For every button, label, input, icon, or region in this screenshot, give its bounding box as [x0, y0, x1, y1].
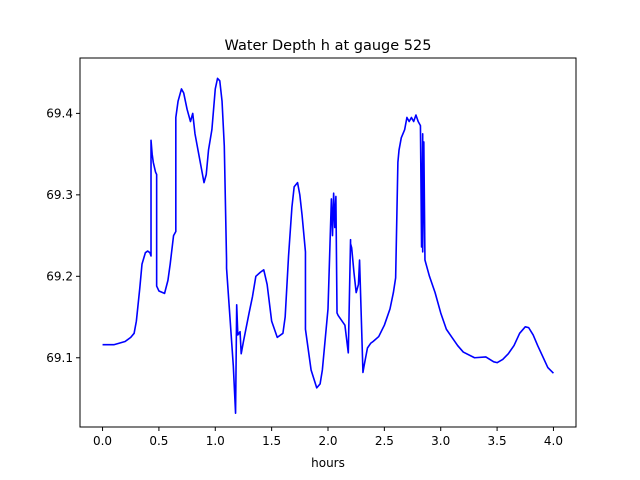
x-tick-label: 0.5 — [149, 434, 168, 448]
plot-area — [102, 77, 555, 414]
y-tick-label: 69.3 — [46, 188, 73, 202]
chart-title: Water Depth h at gauge 525 — [225, 38, 432, 54]
x-tick-label: 2.5 — [375, 434, 394, 448]
x-tick-label: 4.0 — [544, 434, 563, 448]
x-axis: 0.0 0.5 1.0 1.5 2.0 2.5 3.0 3.5 4.0 — [93, 427, 563, 448]
x-tick-label: 3.5 — [488, 434, 507, 448]
x-tick-label: 1.0 — [206, 434, 225, 448]
y-tick-label: 69.4 — [46, 106, 73, 120]
y-axis: 69.1 69.2 69.3 69.4 — [46, 106, 80, 365]
x-axis-label: hours — [311, 456, 345, 470]
series-line-h — [102, 77, 555, 414]
y-tick-label: 69.2 — [46, 269, 73, 283]
x-tick-label: 1.5 — [262, 434, 281, 448]
x-tick-label: 0.0 — [93, 434, 112, 448]
x-tick-label: 3.0 — [431, 434, 450, 448]
y-tick-label: 69.1 — [46, 351, 73, 365]
plot-frame — [79, 57, 577, 428]
x-tick-label: 2.0 — [318, 434, 337, 448]
